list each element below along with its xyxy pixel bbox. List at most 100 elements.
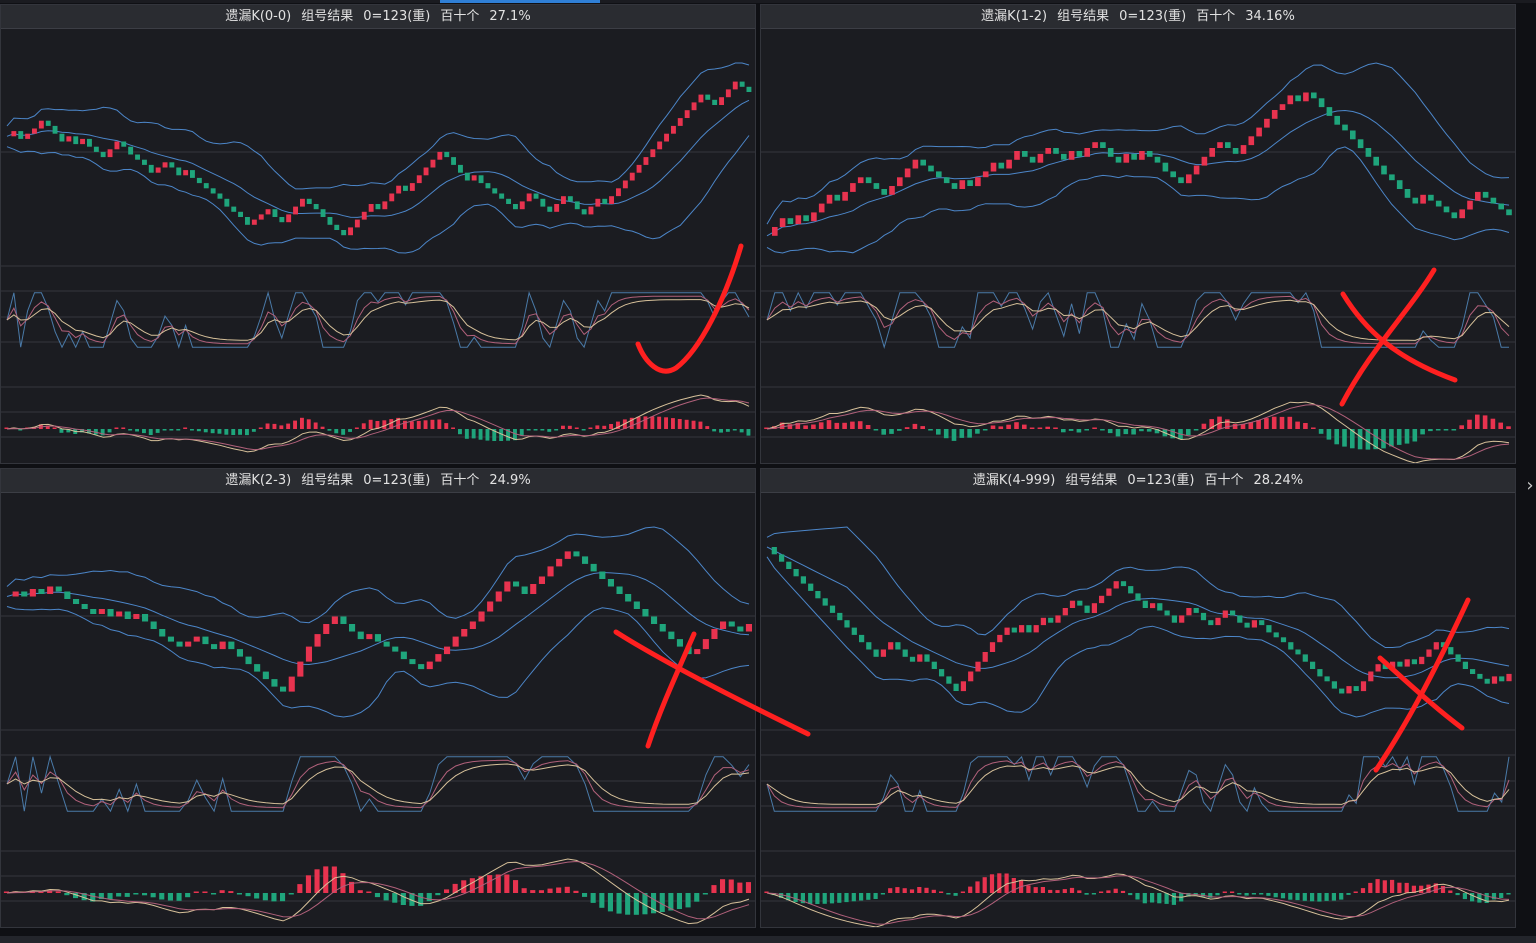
macd-bar (320, 426, 325, 429)
macd-bar (1154, 429, 1160, 434)
candle (1506, 673, 1512, 682)
candle (705, 94, 711, 100)
candle (203, 183, 209, 189)
macd-dea-line (766, 875, 1510, 925)
macd-bar (793, 893, 798, 902)
macd-bar (435, 893, 441, 896)
macd-bar (1237, 893, 1242, 895)
candle (1200, 612, 1207, 621)
macd-bar (764, 891, 769, 893)
candle (211, 644, 218, 650)
macd-bar (691, 420, 696, 429)
candle (574, 201, 580, 210)
macd-bar (219, 890, 225, 893)
macd-bar (702, 893, 708, 895)
macd-dif-line (766, 873, 1510, 927)
macd-bar (1484, 893, 1489, 903)
candle (1259, 620, 1265, 626)
macd-bar (499, 429, 504, 441)
candle (795, 215, 802, 225)
candle (128, 146, 134, 155)
candle (121, 141, 127, 147)
macd-bar (1433, 883, 1438, 893)
macd-bar (1200, 893, 1206, 897)
macd-bar (865, 425, 871, 429)
candle (1048, 617, 1054, 623)
candle (533, 193, 539, 199)
candle (202, 636, 209, 645)
macd-bar (176, 429, 181, 431)
bottom-scrollbar[interactable] (0, 936, 1536, 943)
candle (636, 164, 642, 173)
candle (625, 594, 632, 602)
chart-panel-0[interactable]: 遗漏K(0-0) 组号结果 0=123(重) 百十个 27.1% (0, 4, 756, 464)
bollinger-upper (6, 62, 750, 190)
chart-plot (761, 526, 1515, 927)
macd-bar (1069, 887, 1075, 893)
macd-bar (650, 416, 655, 429)
macd-bar (1208, 893, 1213, 898)
candle (676, 639, 683, 647)
candle (1107, 148, 1114, 157)
chart-panel-3[interactable]: 遗漏K(4-999) 组号结果 0=123(重) 百十个 28.24% (760, 468, 1516, 928)
macd-bar (811, 424, 816, 429)
kdj-d-line (766, 760, 1510, 809)
candle (865, 177, 872, 184)
macd-bar (725, 429, 730, 432)
candle (967, 180, 973, 186)
candle (779, 554, 785, 562)
macd-bar (1353, 891, 1358, 893)
macd-bar (409, 421, 414, 429)
macd-bar (1040, 887, 1045, 893)
candle (499, 193, 505, 199)
chart-panel-2[interactable]: 遗漏K(2-3) 组号结果 0=123(重) 百十个 24.9% (0, 468, 756, 928)
macd-bar (808, 893, 813, 904)
candle (685, 646, 692, 655)
candle (928, 165, 934, 172)
macd-bar (659, 893, 665, 912)
macd-bar (45, 425, 50, 429)
candle (943, 177, 950, 184)
macd-bar (800, 893, 805, 904)
candle (1084, 605, 1090, 613)
panel-label: 组号结果 (1065, 473, 1118, 488)
macd-bar (231, 429, 236, 435)
candle (1019, 625, 1025, 633)
scroll-right-icon[interactable]: › (1526, 475, 1534, 496)
candle (1382, 664, 1388, 670)
macd-bar (902, 888, 907, 893)
macd-bar (1170, 429, 1175, 439)
candle (725, 89, 731, 98)
macd-bar (574, 427, 579, 429)
macd-bar (895, 887, 900, 893)
candle (561, 196, 566, 204)
candle (808, 583, 814, 591)
macd-bar (1412, 429, 1418, 442)
chart-panel-1[interactable]: 遗漏K(1-2) 组号结果 0=123(重) 百十个 34.16% (760, 4, 1516, 464)
macd-bar (288, 893, 294, 895)
candle (1433, 642, 1439, 650)
candle (176, 641, 183, 647)
macd-bar (1368, 882, 1373, 893)
macd-bar (1215, 893, 1220, 896)
candle (1475, 191, 1481, 201)
macd-bar (851, 893, 856, 902)
macd-bar (897, 429, 902, 431)
macd-bar (1303, 423, 1308, 429)
candle (616, 586, 623, 594)
macd-bar (203, 429, 208, 433)
candle (1311, 92, 1317, 99)
active-tab-indicator[interactable] (440, 0, 600, 3)
candle (1014, 151, 1020, 160)
macd-bar (1499, 893, 1504, 898)
candle (1091, 603, 1097, 613)
candle (1123, 153, 1130, 163)
candle (1318, 98, 1325, 108)
macd-bar (1251, 893, 1256, 895)
candle (1237, 615, 1243, 623)
candle (1062, 608, 1068, 616)
macd-bar (4, 427, 9, 429)
candle (800, 576, 806, 584)
macd-bar (671, 418, 675, 429)
macd-bar (920, 426, 925, 429)
